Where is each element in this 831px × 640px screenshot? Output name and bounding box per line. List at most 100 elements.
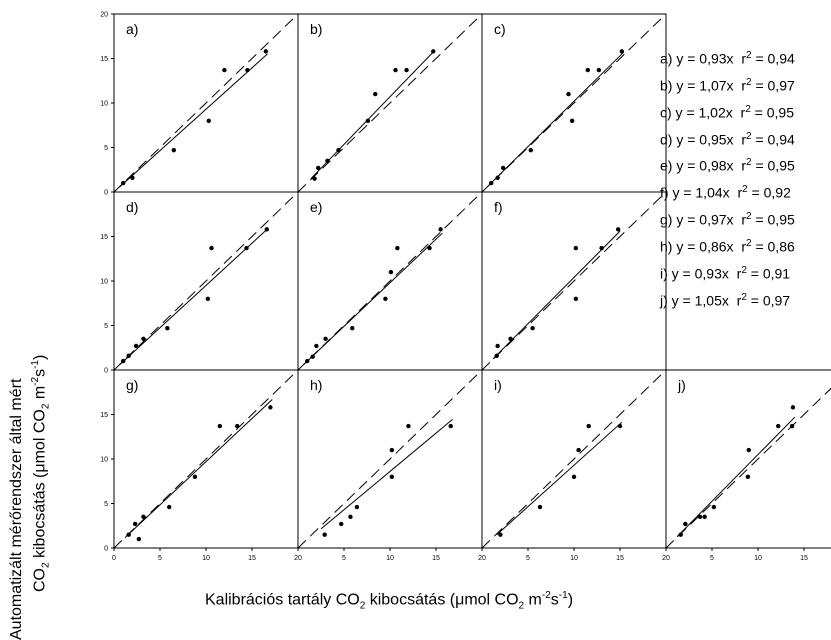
legend-item: i) y = 0,93x r2 = 0,91: [660, 264, 791, 282]
data-point: [746, 447, 751, 453]
legend-item: d) y = 0,95x r2 = 0,94: [660, 130, 795, 148]
x-tick-label: 15: [800, 555, 808, 562]
x-tick-label: 5: [710, 555, 714, 562]
data-point: [383, 296, 388, 301]
y-tick-label: 0: [104, 546, 108, 553]
data-point: [697, 514, 703, 520]
legend-item: e) y = 0,98x r2 = 0,95: [660, 157, 795, 175]
y-tick-label: 20: [100, 12, 108, 19]
data-point: [489, 180, 494, 186]
data-point: [789, 423, 795, 429]
x-tick-label: 20: [478, 555, 486, 562]
data-point: [130, 175, 135, 180]
one-to-one-line: [113, 13, 299, 193]
data-point: [339, 521, 344, 527]
one-to-one-line: [297, 369, 483, 549]
data-point: [495, 175, 500, 180]
legend-item: j) y = 1,05x r2 = 0,97: [660, 291, 791, 309]
x-tick-label: 5: [526, 555, 530, 562]
data-point: [576, 447, 581, 453]
y-tick-label: 15: [100, 56, 108, 63]
data-point: [678, 532, 683, 537]
y-tick-label: 5: [104, 323, 108, 330]
panel-label: i): [494, 377, 502, 393]
regression-line: [310, 49, 436, 180]
data-point: [711, 504, 717, 510]
x-tick-label: 0: [112, 555, 116, 562]
data-point: [495, 343, 500, 349]
one-to-one-line: [481, 191, 667, 371]
data-point: [314, 343, 319, 349]
data-point: [438, 227, 443, 232]
y-axis-title-line1: Automatizált mérőrendszer által mért: [8, 378, 25, 640]
data-point: [268, 405, 273, 410]
data-point: [615, 227, 621, 232]
regression-line: [676, 416, 796, 538]
data-point: [406, 423, 411, 429]
data-point: [702, 514, 707, 520]
data-point: [126, 532, 131, 537]
x-tick-label: 10: [202, 555, 210, 562]
data-point: [427, 245, 432, 251]
panel-label: j): [677, 377, 686, 393]
panel-frame: [665, 369, 831, 549]
y-axis-title: Automatizált mérőrendszer által mért CO2…: [0, 160, 52, 640]
data-point: [404, 67, 409, 73]
data-point: [192, 474, 198, 479]
one-to-one-line: [113, 369, 299, 549]
panel-label: e): [310, 199, 322, 215]
legend-item: b) y = 1,07x r2 = 0,97: [660, 76, 795, 94]
data-point: [244, 245, 249, 251]
data-point: [571, 474, 577, 479]
regression-line: [124, 399, 273, 539]
regression-line: [496, 421, 623, 536]
data-point: [235, 423, 240, 429]
y-axis-title-line2: CO2 kibocsátás (μmol CO2 m-2s-1): [30, 354, 52, 592]
data-point: [264, 227, 269, 232]
regression-line: [303, 232, 443, 366]
data-point: [325, 158, 330, 164]
data-point: [494, 353, 499, 358]
data-point: [586, 423, 591, 429]
data-point: [528, 147, 533, 153]
data-point: [205, 296, 211, 301]
panel-label: c): [494, 21, 506, 37]
data-point: [619, 49, 625, 54]
data-point: [141, 336, 146, 342]
data-point: [209, 245, 214, 251]
one-to-one-line: [113, 191, 299, 371]
x-tick-label: 5: [342, 555, 346, 562]
regression-line: [320, 419, 453, 530]
regression-line: [487, 51, 625, 187]
data-point: [389, 474, 395, 479]
data-point: [132, 521, 138, 527]
data-point: [350, 325, 355, 331]
data-point: [599, 245, 604, 251]
y-tick-label: 10: [100, 101, 108, 108]
data-point: [206, 118, 211, 124]
data-point: [573, 245, 579, 251]
data-point: [263, 49, 268, 54]
data-point: [121, 358, 126, 364]
x-tick-label: 10: [570, 555, 578, 562]
data-point: [530, 325, 535, 331]
data-point: [136, 536, 142, 542]
one-to-one-line: [481, 369, 667, 549]
data-point: [683, 521, 688, 527]
data-point: [448, 423, 453, 429]
data-point: [245, 67, 250, 73]
data-point: [354, 504, 360, 510]
legend-item: g) y = 0,97x r2 = 0,95: [660, 211, 795, 228]
data-point: [141, 514, 146, 520]
x-tick-label: 5: [158, 555, 162, 562]
data-point: [316, 165, 321, 171]
panel-label: d): [126, 199, 138, 215]
data-point: [617, 423, 623, 429]
data-point: [312, 176, 317, 181]
data-point: [121, 180, 126, 186]
data-point: [365, 118, 371, 124]
x-tick-label: 10: [386, 555, 394, 562]
data-point: [431, 49, 436, 54]
data-point: [508, 336, 513, 342]
legend-item: a) y = 0,93x r2 = 0,94: [660, 50, 795, 67]
